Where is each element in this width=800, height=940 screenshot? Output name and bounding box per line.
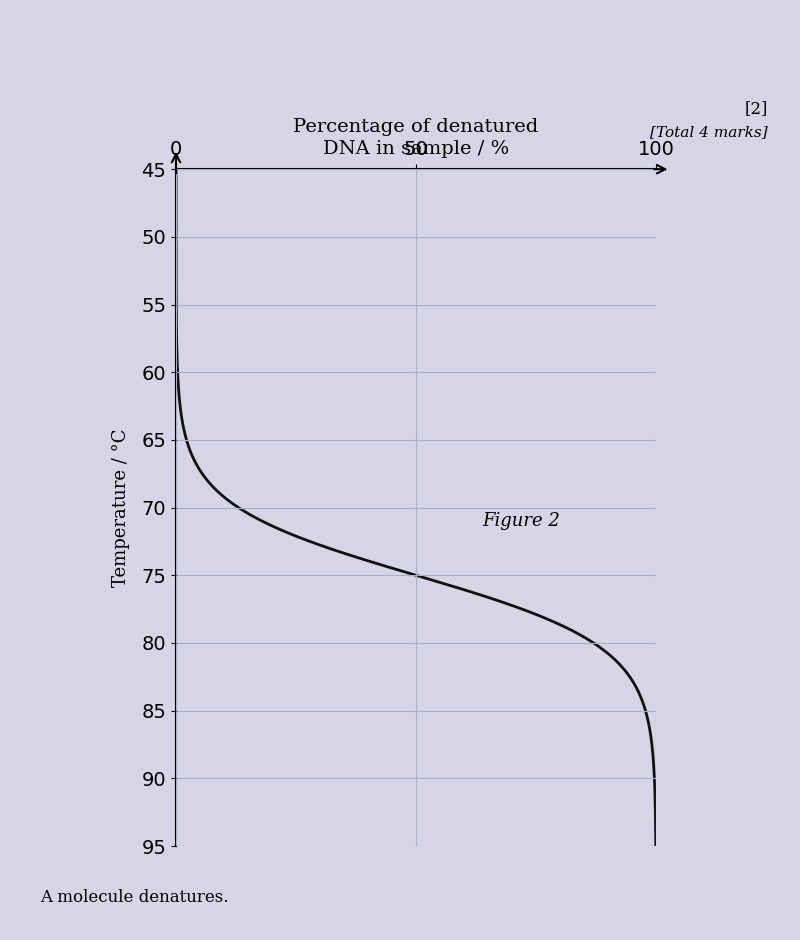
Y-axis label: Temperature / °C: Temperature / °C bbox=[112, 429, 130, 587]
Text: A molecule denatures.: A molecule denatures. bbox=[40, 889, 229, 906]
Text: Percentage of denatured: Percentage of denatured bbox=[294, 118, 538, 136]
Text: Figure 2: Figure 2 bbox=[482, 512, 561, 530]
Text: [2]: [2] bbox=[745, 100, 768, 117]
Text: [Total 4 marks]: [Total 4 marks] bbox=[650, 125, 768, 139]
Text: DNA in sample / %: DNA in sample / % bbox=[323, 140, 509, 158]
